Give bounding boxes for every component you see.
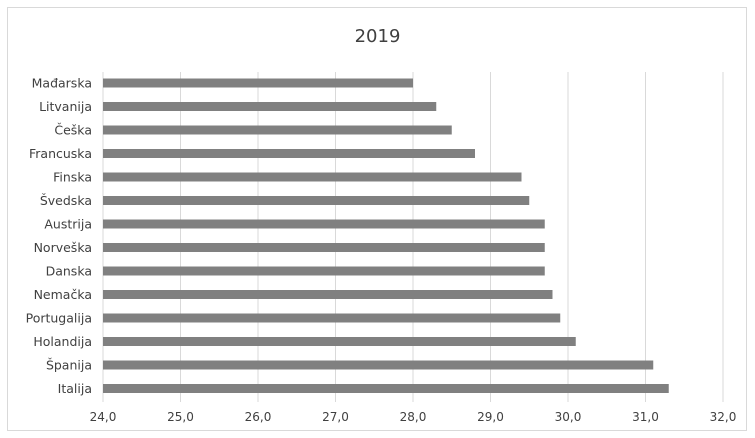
bar: [103, 360, 654, 370]
category-label: Norveška: [34, 240, 92, 255]
x-tick-labels: 24,0 25,0 26,0 27,0 28,0 29,0 30,0 31,0 32,0: [90, 410, 737, 424]
category-label: Španija: [46, 358, 92, 373]
chart-frame: [7, 7, 747, 431]
bar: [103, 290, 553, 299]
x-tick-label: 24,0: [90, 410, 117, 424]
bar: [103, 266, 545, 276]
category-label: Italija: [58, 381, 92, 396]
category-label: Danska: [46, 264, 92, 279]
x-tick-label: 26,0: [245, 410, 272, 424]
x-tick-label: 25,0: [167, 410, 194, 424]
category-label: Holandija: [33, 334, 92, 349]
category-label: Francuska: [29, 146, 92, 161]
bar: [103, 243, 545, 252]
x-tick-label: 27,0: [322, 410, 349, 424]
category-label: Finska: [53, 170, 92, 185]
category-labels: Mađarska Litvanija Češka Francuska Finska Šve…: [26, 76, 92, 397]
chart-title: 2019: [354, 26, 401, 47]
bar: [103, 172, 522, 182]
bar: [103, 313, 561, 323]
bar: [103, 384, 669, 393]
x-tick-label: 29,0: [477, 410, 504, 424]
category-label: Mađarska: [32, 76, 92, 91]
bar: [103, 219, 545, 229]
bar: [103, 125, 452, 135]
bar: [103, 78, 413, 88]
gridlines: [102, 72, 724, 402]
category-label: Austrija: [44, 217, 92, 232]
category-label: Švedska: [40, 193, 92, 208]
x-tick-label: 31,0: [632, 410, 659, 424]
x-tick-label: 32,0: [710, 410, 737, 424]
category-label: Nemačka: [34, 287, 92, 302]
bar: [103, 149, 475, 158]
x-tick-label: 28,0: [400, 410, 427, 424]
bar: [103, 196, 530, 205]
bars: [103, 78, 669, 393]
category-label: Portugalija: [26, 311, 92, 326]
x-tick-label: 30,0: [555, 410, 582, 424]
bar: [103, 337, 576, 346]
category-label: Litvanija: [39, 99, 92, 114]
bar: [103, 102, 437, 111]
category-label: Češka: [54, 123, 92, 138]
